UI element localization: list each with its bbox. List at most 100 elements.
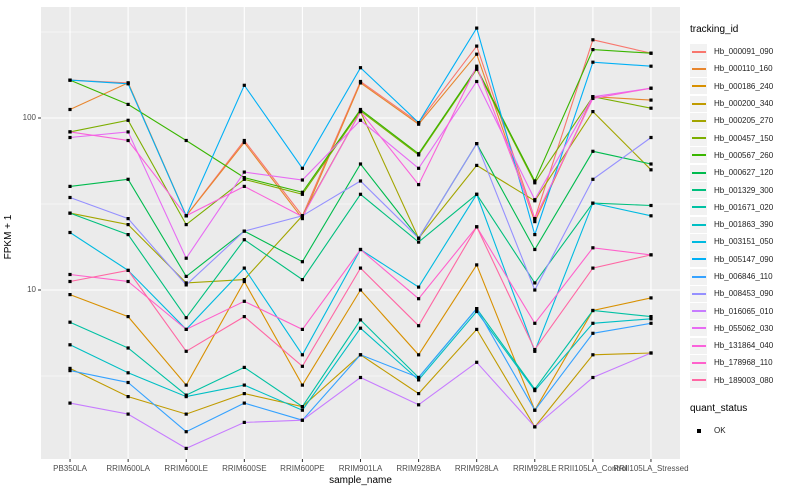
data-point [533, 217, 537, 221]
data-point [533, 425, 537, 429]
x-tick-label: RRIM600PE [280, 464, 325, 473]
data-point [68, 130, 72, 134]
data-point [184, 412, 188, 416]
data-point [533, 408, 537, 412]
data-point [591, 149, 595, 153]
data-point [126, 268, 130, 272]
data-point [184, 214, 188, 218]
data-point [358, 192, 363, 196]
data-point [126, 217, 130, 221]
data-point [649, 64, 653, 68]
legend-key [690, 164, 707, 181]
data-point [475, 309, 479, 314]
data-point [358, 81, 363, 85]
data-point [649, 86, 653, 90]
data-point [242, 315, 246, 319]
data-point [242, 279, 246, 284]
data-point [358, 326, 363, 330]
data-point [242, 176, 246, 180]
legend-item-label: Hb_016065_010 [714, 306, 774, 316]
data-point [591, 96, 595, 100]
data-point [300, 364, 304, 368]
data-point [475, 52, 479, 56]
data-point [533, 198, 537, 202]
x-tick-label: RRII105LA_Control [558, 464, 628, 473]
legend-title-quant-status: quant_status [690, 402, 748, 414]
data-point [300, 192, 304, 196]
data-point [475, 142, 479, 146]
data-point [242, 383, 246, 387]
data-point [533, 321, 537, 325]
legend-key [690, 147, 707, 164]
data-point [68, 78, 72, 82]
data-point [533, 349, 537, 353]
data-point [300, 278, 304, 282]
data-point [649, 106, 653, 110]
data-point [184, 283, 188, 287]
data-point [649, 135, 653, 140]
data-point [126, 380, 130, 385]
data-point [242, 238, 246, 242]
data-point [126, 102, 130, 106]
data-point [533, 247, 537, 252]
legend-item-label: Hb_000200_340 [714, 99, 774, 109]
legend-key [690, 95, 707, 112]
data-point [126, 223, 130, 227]
legend-key-line-icon [691, 67, 706, 70]
legend-item-label: Hb_178968_110 [714, 358, 773, 368]
legend-key-line-icon [691, 206, 706, 209]
legend-item-label: Hb_000110_160 [714, 64, 773, 74]
data-point [417, 392, 421, 396]
data-point [68, 293, 72, 297]
data-point [649, 315, 653, 319]
data-point [300, 166, 304, 170]
legend-item-label: Hb_001329_300 [714, 185, 774, 195]
data-point [300, 190, 304, 194]
data-point [242, 83, 246, 87]
data-point [649, 253, 653, 257]
legend-item: Hb_001329_300 [690, 181, 800, 199]
legend-item: Hb_000186_240 [690, 78, 800, 95]
legend-item-label: Hb_055062_030 [714, 323, 774, 333]
data-point [417, 285, 421, 289]
data-point [242, 278, 246, 282]
legend-key-line-icon [691, 85, 706, 88]
legend-key [690, 216, 707, 233]
data-point [591, 48, 595, 52]
data-point [68, 211, 72, 215]
data-point [300, 260, 304, 264]
data-point [649, 168, 653, 172]
series-points-Hb_016065_010 [68, 351, 653, 450]
data-point [591, 60, 595, 64]
data-point [591, 375, 595, 380]
data-point [68, 369, 72, 373]
x-tick-label: RRIM928LA [454, 464, 499, 473]
quant-status-items: OK [690, 422, 800, 439]
legend-key [690, 268, 707, 285]
legend-item-label: Hb_008453_090 [714, 289, 774, 299]
data-point [184, 446, 188, 450]
data-point [184, 395, 188, 399]
legend-key [690, 233, 707, 250]
data-point [417, 353, 421, 357]
x-tick-label: RRIM600LE [164, 464, 209, 473]
legend-key [690, 130, 707, 147]
data-point [591, 246, 595, 250]
legend-key [690, 372, 707, 389]
data-point [242, 184, 246, 188]
data-point [649, 317, 653, 321]
data-point [126, 177, 130, 181]
data-point [68, 343, 72, 347]
legend-item: Hb_055062_030 [690, 320, 800, 337]
data-point [475, 163, 479, 167]
data-point [184, 316, 188, 320]
data-point [126, 279, 130, 284]
data-point [300, 353, 304, 357]
data-point [242, 401, 246, 405]
data-point [591, 266, 595, 270]
quant-status-legend: quant_status OK [690, 403, 800, 439]
legend-item-label: Hb_001863_390 [714, 220, 774, 230]
data-point [126, 371, 130, 375]
legend-item: Hb_001863_390 [690, 216, 800, 233]
legend-key-line-icon [691, 310, 706, 313]
